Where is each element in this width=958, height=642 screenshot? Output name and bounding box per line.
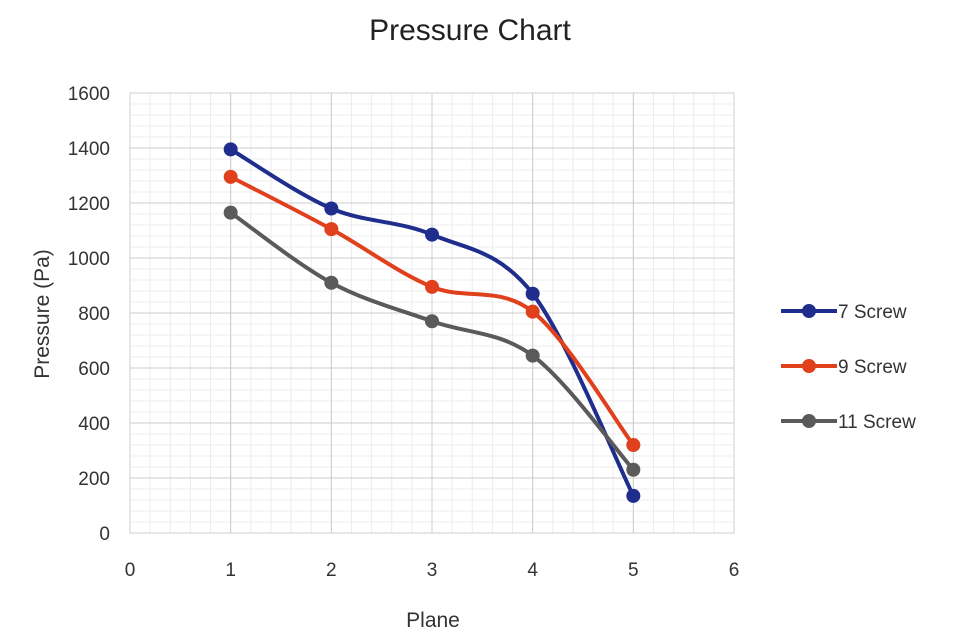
data-point <box>324 275 339 290</box>
y-axis-ticks: 0 200 400 600 800 1000 1200 1400 1600 <box>68 84 110 545</box>
y-tick-label: 600 <box>78 359 110 380</box>
series-2 <box>223 169 641 452</box>
x-tick-label: 2 <box>326 560 337 581</box>
series-layer <box>223 142 641 503</box>
data-point <box>626 438 641 452</box>
data-point <box>525 348 540 363</box>
y-axis-label: Pressure (Pa) <box>31 249 54 379</box>
x-axis-label: Plane <box>406 609 460 632</box>
y-tick-label: 1200 <box>68 194 110 215</box>
series-1 <box>223 142 641 503</box>
data-point <box>425 314 439 329</box>
data-point <box>525 286 540 301</box>
x-tick-label: 6 <box>729 560 740 581</box>
legend-label: 9 Screw <box>838 357 907 378</box>
series-line <box>229 147 636 497</box>
data-point <box>626 462 641 477</box>
x-tick-label: 5 <box>628 560 639 581</box>
y-tick-label: 800 <box>78 304 110 325</box>
series-3 <box>223 205 641 477</box>
plot-area <box>129 92 735 534</box>
data-point <box>223 169 238 184</box>
data-point <box>223 142 238 157</box>
legend-swatch-marker <box>802 304 816 318</box>
y-tick-label: 0 <box>99 524 110 545</box>
x-tick-label: 0 <box>125 560 136 581</box>
legend-label: 7 Screw <box>838 302 907 323</box>
y-tick-label: 1600 <box>68 84 110 105</box>
y-tick-label: 1400 <box>68 139 110 160</box>
x-tick-label: 3 <box>427 560 438 581</box>
y-tick-label: 400 <box>78 414 110 435</box>
data-point <box>425 279 439 294</box>
x-tick-label: 4 <box>527 560 538 581</box>
data-point <box>324 201 339 216</box>
legend-swatch-marker <box>802 414 816 428</box>
data-point <box>525 304 540 319</box>
data-point <box>425 227 439 242</box>
data-point <box>626 488 641 503</box>
y-tick-label: 200 <box>78 469 110 490</box>
legend: 7 Screw 9 Screw 11 Screw <box>781 302 916 433</box>
x-tick-label: 1 <box>225 560 236 581</box>
legend-swatch-marker <box>802 359 816 373</box>
legend-label: 11 Screw <box>838 412 916 433</box>
y-tick-label: 1000 <box>68 249 110 270</box>
x-axis-ticks: 0 1 2 3 4 5 6 <box>125 560 740 581</box>
chart-title: Pressure Chart <box>369 14 571 47</box>
data-point <box>324 222 339 237</box>
data-point <box>223 205 238 220</box>
